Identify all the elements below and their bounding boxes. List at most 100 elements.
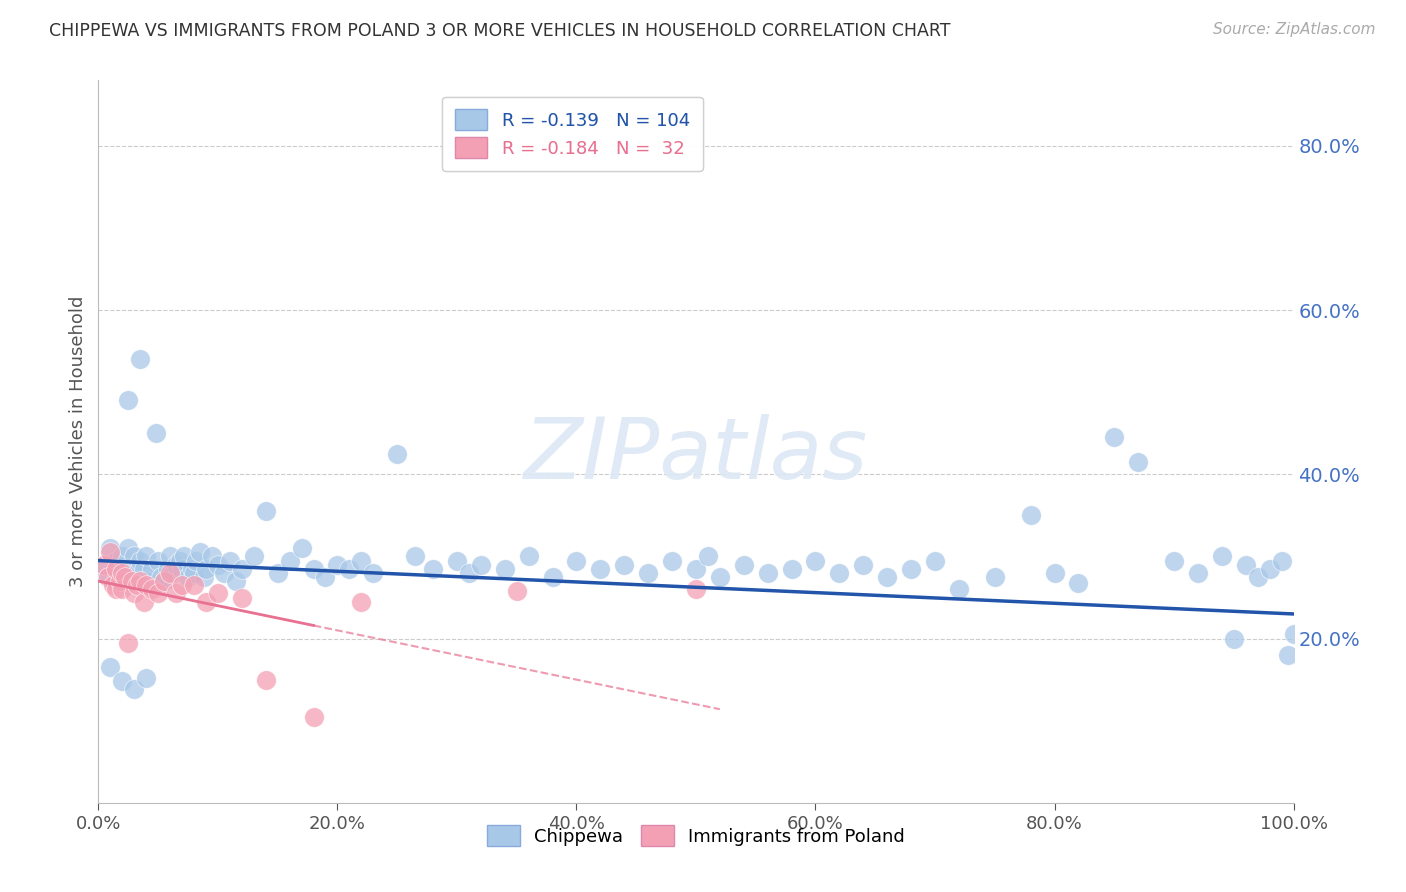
Point	[1282, 627, 1305, 641]
Point	[1043, 566, 1066, 580]
Point	[302, 562, 325, 576]
Point	[1187, 566, 1209, 580]
Text: ZIPatlas: ZIPatlas	[524, 415, 868, 498]
Point	[446, 553, 468, 567]
Point	[924, 553, 946, 567]
Point	[589, 562, 612, 576]
Point	[124, 570, 146, 584]
Point	[114, 570, 136, 584]
Text: Source: ZipAtlas.com: Source: ZipAtlas.com	[1212, 22, 1375, 37]
Point	[1211, 549, 1233, 564]
Y-axis label: 3 or more Vehicles in Household: 3 or more Vehicles in Household	[69, 296, 87, 587]
Point	[219, 553, 242, 567]
Point	[186, 553, 208, 567]
Point	[148, 553, 170, 567]
Point	[105, 553, 128, 567]
Point	[1234, 558, 1257, 572]
Point	[278, 553, 301, 567]
Point	[148, 586, 170, 600]
Point	[125, 578, 148, 592]
Point	[111, 582, 134, 597]
Point	[105, 562, 128, 576]
Point	[470, 558, 492, 572]
Point	[135, 671, 157, 685]
Point	[153, 574, 176, 588]
Point	[243, 549, 266, 564]
Point	[121, 574, 143, 588]
Point	[180, 562, 202, 576]
Point	[207, 558, 229, 572]
Point	[124, 682, 146, 697]
Point	[129, 553, 152, 567]
Point	[212, 566, 235, 580]
Point	[172, 562, 194, 576]
Point	[156, 562, 179, 576]
Point	[149, 570, 172, 584]
Point	[108, 574, 131, 588]
Point	[315, 570, 337, 584]
Point	[517, 549, 540, 564]
Point	[193, 570, 215, 584]
Point	[105, 574, 128, 588]
Text: CHIPPEWA VS IMMIGRANTS FROM POLAND 3 OR MORE VEHICLES IN HOUSEHOLD CORRELATION C: CHIPPEWA VS IMMIGRANTS FROM POLAND 3 OR …	[49, 22, 950, 40]
Point	[685, 582, 707, 597]
Point	[207, 586, 229, 600]
Point	[494, 562, 516, 576]
Point	[637, 566, 659, 580]
Point	[326, 558, 349, 572]
Point	[350, 553, 373, 567]
Point	[165, 586, 187, 600]
Point	[132, 562, 155, 576]
Point	[111, 674, 134, 689]
Point	[177, 570, 200, 584]
Point	[756, 566, 779, 580]
Point	[661, 553, 683, 567]
Point	[1258, 562, 1281, 576]
Point	[98, 545, 122, 559]
Point	[114, 570, 136, 584]
Point	[1277, 648, 1299, 662]
Point	[108, 566, 131, 580]
Point	[183, 578, 205, 592]
Point	[111, 562, 134, 576]
Point	[153, 574, 176, 588]
Point	[231, 591, 253, 605]
Point	[159, 549, 181, 564]
Point	[613, 558, 636, 572]
Point	[135, 578, 157, 592]
Point	[169, 553, 191, 567]
Point	[291, 541, 314, 556]
Point	[135, 574, 157, 588]
Point	[129, 352, 152, 367]
Point	[172, 578, 194, 592]
Point	[339, 562, 361, 576]
Point	[98, 541, 122, 556]
Point	[852, 558, 875, 572]
Point	[1163, 553, 1185, 567]
Point	[93, 558, 115, 572]
Point	[385, 447, 409, 461]
Point	[1247, 570, 1270, 584]
Point	[780, 562, 803, 576]
Point	[267, 566, 290, 580]
Point	[1128, 455, 1150, 469]
Point	[225, 574, 247, 588]
Point	[1223, 632, 1246, 646]
Point	[105, 582, 128, 597]
Point	[165, 558, 187, 572]
Point	[733, 558, 755, 572]
Point	[254, 504, 277, 518]
Point	[565, 553, 588, 567]
Point	[159, 566, 181, 580]
Point	[141, 582, 163, 597]
Point	[129, 574, 152, 588]
Point	[195, 594, 218, 608]
Point	[422, 562, 444, 576]
Point	[458, 566, 481, 580]
Point	[1104, 430, 1126, 444]
Point	[101, 578, 124, 592]
Point	[828, 566, 851, 580]
Point	[145, 426, 167, 441]
Point	[900, 562, 922, 576]
Point	[876, 570, 898, 584]
